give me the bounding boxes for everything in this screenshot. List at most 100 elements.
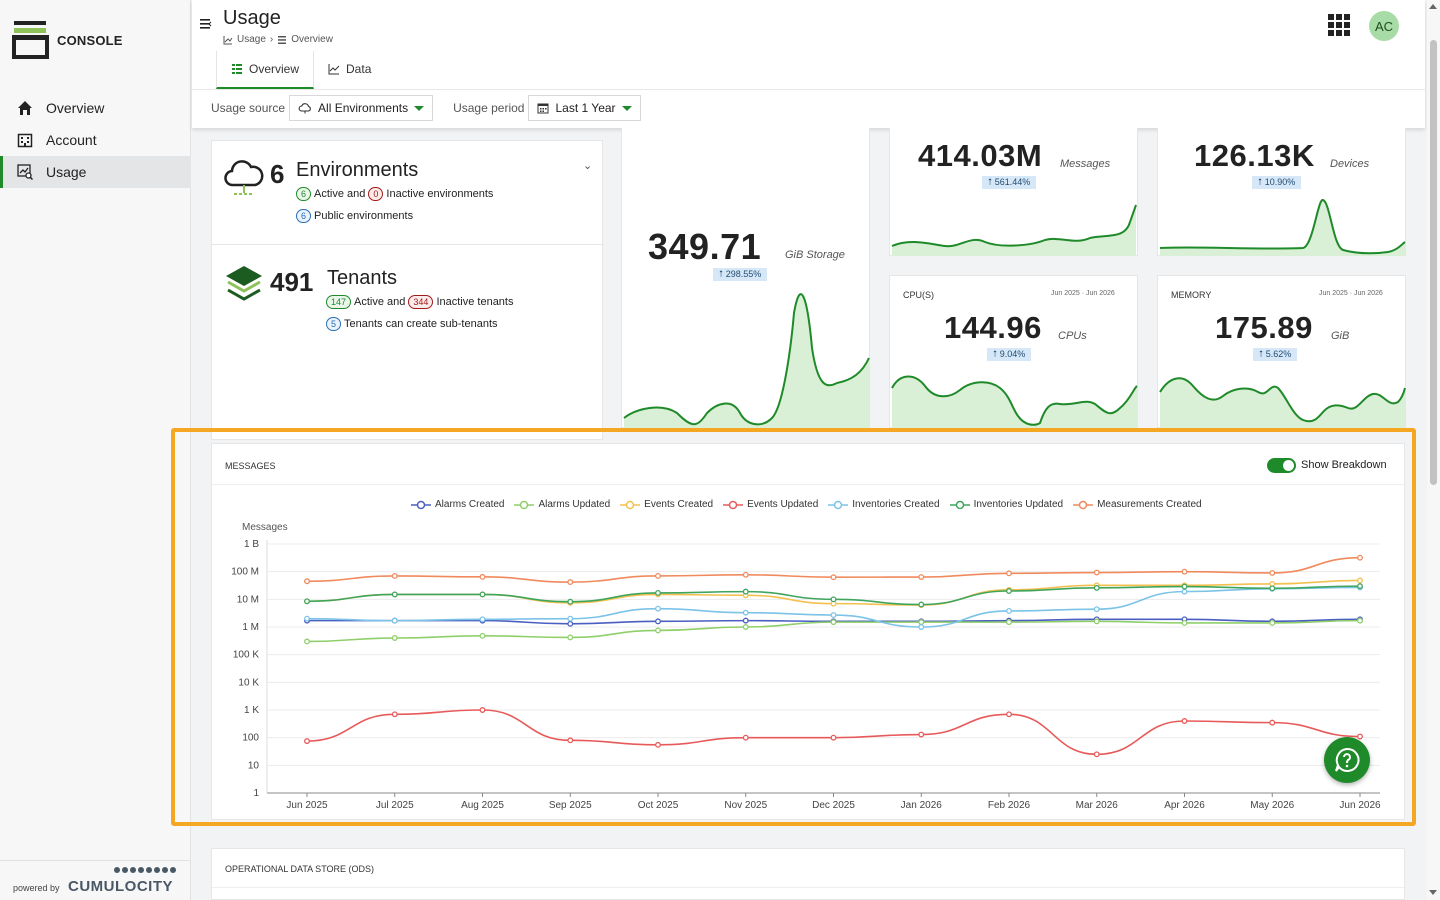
- memory-change: 5.62%: [1265, 349, 1292, 359]
- y-tick-label: 10 M: [237, 594, 259, 605]
- page-scrollbar[interactable]: [1427, 0, 1440, 900]
- data-point: [742, 609, 749, 616]
- data-point: [1006, 711, 1012, 718]
- legend-item[interactable]: Inventories Created: [828, 499, 940, 510]
- data-point: [742, 734, 749, 741]
- filter-bar: Usage source All Environments Usage peri…: [211, 95, 661, 121]
- data-point: [479, 573, 486, 580]
- data-point: [1006, 619, 1012, 626]
- public-environments-badge: 6: [296, 209, 312, 223]
- help-button[interactable]: [1324, 737, 1370, 783]
- memory-range: Jun 2025 · Jun 2026: [1319, 290, 1383, 297]
- y-tick-label: 1 B: [244, 539, 259, 550]
- data-point: [391, 591, 398, 598]
- legend-item[interactable]: Measurements Created: [1073, 499, 1202, 510]
- list-icon: [232, 64, 242, 74]
- data-point: [830, 619, 837, 626]
- y-tick-label: 1 M: [242, 622, 259, 633]
- sidebar: CONSOLE Overview Account Usage powered b…: [0, 0, 191, 900]
- memory-card: MEMORY Jun 2025 · Jun 2026 175.89 GiB ⭡ …: [1157, 275, 1406, 428]
- x-tick-label: Dec 2025: [812, 800, 855, 811]
- tab-data[interactable]: Data: [314, 51, 385, 89]
- data-point: [655, 741, 661, 748]
- data-point: [391, 617, 398, 624]
- data-point: [655, 605, 661, 612]
- chart-legend: Alarms Created Alarms Updated Events Creat…: [411, 499, 1202, 510]
- powered-by: powered by CUMULOCITY: [0, 860, 191, 900]
- cpu-sparkline: [891, 375, 1138, 428]
- legend-marker-icon: [620, 500, 641, 509]
- active-tenants-badge: 147: [326, 295, 352, 309]
- data-point: [304, 638, 310, 645]
- data-point: [567, 598, 574, 605]
- highlight-outline: [171, 428, 1416, 826]
- data-point: [567, 579, 574, 586]
- legend-marker-icon: [723, 500, 744, 509]
- legend-label: Alarms Created: [435, 499, 505, 510]
- breadcrumb: Usage › Overview: [223, 34, 333, 45]
- legend-marker-icon: [411, 500, 431, 509]
- tab-divider: [192, 89, 1425, 90]
- inactive-environments-badge: 0: [368, 187, 384, 201]
- data-point: [1093, 618, 1100, 625]
- x-tick-label: Mar 2026: [1076, 800, 1119, 811]
- y-tick-label: 100: [242, 733, 259, 744]
- powered-by-label: powered by: [13, 883, 60, 893]
- app-switcher-icon[interactable]: [1328, 14, 1350, 36]
- scroll-up-icon[interactable]: [1429, 4, 1437, 9]
- panel-divider: [212, 484, 1406, 485]
- y-tick-label: 100 K: [233, 650, 259, 661]
- sidebar-item-overview[interactable]: Overview: [0, 92, 191, 124]
- data-point: [391, 635, 398, 641]
- legend-item[interactable]: Events Updated: [723, 499, 818, 510]
- data-point: [655, 590, 661, 596]
- environments-activity: 6 Active and 0 Inactive environments: [296, 187, 493, 201]
- sidebar-item-account[interactable]: Account: [0, 124, 191, 156]
- scrollbar-thumb[interactable]: [1430, 40, 1437, 485]
- legend-item[interactable]: Events Created: [620, 499, 713, 510]
- chevron-down-icon: [621, 105, 632, 111]
- usage-source-select[interactable]: All Environments: [289, 95, 434, 121]
- ods-panel: OPERATIONAL DATA STORE (ODS): [211, 848, 1406, 900]
- legend-item[interactable]: Alarms Created: [411, 499, 504, 510]
- show-breakdown-label: Show Breakdown: [1301, 459, 1387, 471]
- brand[interactable]: CONSOLE: [12, 20, 123, 60]
- chevron-down-icon[interactable]: ⌄: [583, 160, 593, 172]
- devices-change: 10.90%: [1264, 177, 1296, 187]
- data-point: [1006, 608, 1012, 614]
- y-axis-label: Messages: [242, 522, 288, 533]
- panel-divider: [212, 887, 1406, 888]
- layers-icon: [226, 266, 262, 301]
- data-point: [1181, 568, 1188, 575]
- breadcrumb-overview[interactable]: Overview: [291, 34, 333, 45]
- inactive-environments-text: Inactive environments: [386, 188, 494, 200]
- brand-name: CONSOLE: [57, 32, 123, 48]
- show-breakdown-toggle[interactable]: [1267, 458, 1296, 473]
- data-point: [830, 574, 837, 581]
- devices-card: 126.13K Devices ⭡ 10.90%: [1157, 128, 1406, 256]
- data-point: [1093, 606, 1100, 613]
- usage-period-select[interactable]: Last 1 Year: [528, 95, 641, 121]
- messages-card: 414.03M Messages ⭡ 561.44%: [889, 128, 1138, 256]
- sidebar-item-usage[interactable]: Usage: [0, 156, 191, 188]
- scroll-down-icon[interactable]: [1429, 890, 1437, 895]
- tab-overview[interactable]: Overview: [216, 51, 315, 89]
- data-point: [918, 624, 925, 630]
- legend-item[interactable]: Inventories Updated: [949, 499, 1063, 510]
- legend-item[interactable]: Alarms Updated: [514, 499, 610, 510]
- memory-unit: GiB: [1331, 330, 1350, 342]
- tenants-count: 491: [270, 267, 314, 297]
- sidebar-item-label: Overview: [46, 100, 105, 116]
- breadcrumb-usage[interactable]: Usage: [237, 34, 266, 45]
- chevron-down-icon: [414, 105, 425, 111]
- data-point: [479, 591, 486, 598]
- x-tick-label: Jan 2026: [901, 800, 943, 811]
- avatar[interactable]: AC: [1369, 11, 1399, 41]
- vendor-name: CUMULOCITY: [68, 878, 173, 895]
- card-divider: [212, 244, 604, 245]
- active-tenants-text: Active and: [354, 296, 406, 308]
- menu-toggle-icon[interactable]: [200, 18, 212, 33]
- data-point: [1006, 588, 1012, 594]
- breadcrumb-separator: ›: [269, 34, 274, 45]
- messages-value: 414.03M: [918, 138, 1043, 173]
